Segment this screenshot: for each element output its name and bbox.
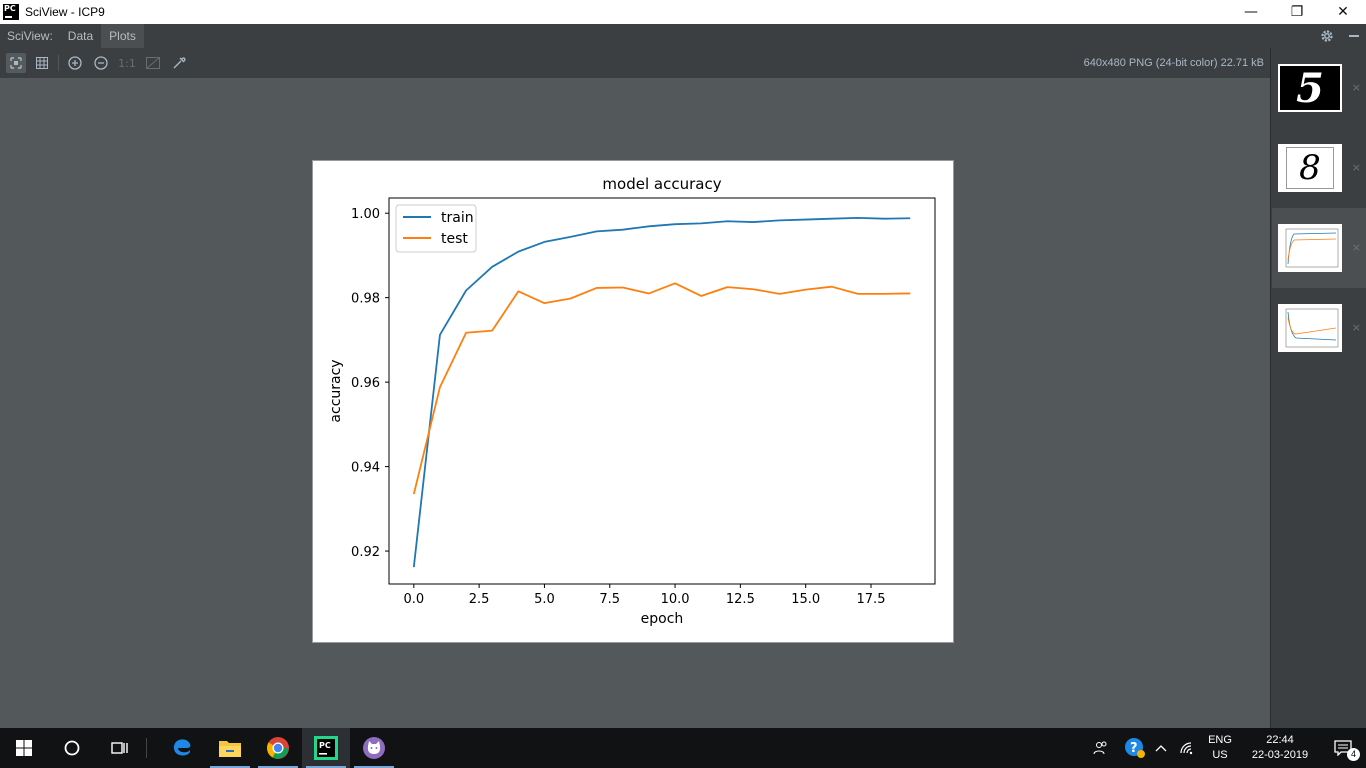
y-tick-label: 0.94: [351, 461, 380, 476]
sciview-menubar: SciView: Data Plots: [0, 24, 1366, 48]
y-tick-label: 0.96: [351, 376, 380, 391]
y-axis-label: accuracy: [328, 359, 344, 422]
thumbnail-digit-8[interactable]: 8 ×: [1272, 128, 1366, 208]
tab-data[interactable]: Data: [67, 29, 94, 43]
chrome-icon: [267, 737, 289, 759]
digit-8-plot-image: 8: [1278, 144, 1342, 192]
svg-text:?: ?: [1130, 741, 1138, 756]
digit-5-glyph: 5: [1296, 64, 1324, 112]
github-desktop-icon: [363, 737, 385, 759]
y-tick-label: 0.98: [351, 292, 380, 307]
clock-time: 22:44: [1266, 734, 1294, 746]
windows-logo-icon: [16, 740, 32, 756]
chart-title: model accuracy: [602, 175, 721, 193]
people-icon[interactable]: [1088, 728, 1114, 768]
system-tray: ? ENG US 22:44 22-03-2019 4: [1088, 728, 1366, 768]
github-desktop-button[interactable]: [350, 728, 398, 768]
help-icon[interactable]: ?: [1122, 728, 1148, 768]
windows-taskbar: PC ? ENG US 22:44 22-03-2019: [0, 728, 1366, 768]
fit-to-window-icon[interactable]: [6, 53, 26, 73]
plot-axes-frame: [388, 197, 936, 585]
plot-image: 0.0 2.5 5.0 7.5 10.0 12.5 15.0 17.5 0.92 0.94 0.96…: [312, 160, 954, 643]
accuracy-plot-image: [1278, 224, 1342, 272]
start-button[interactable]: [0, 728, 48, 768]
grid-icon[interactable]: [32, 53, 52, 73]
close-thumbnail-icon[interactable]: ×: [1351, 81, 1361, 94]
close-thumbnail-icon[interactable]: ×: [1351, 321, 1361, 334]
notification-count-badge: 4: [1347, 748, 1360, 761]
hide-panel-icon[interactable]: [1348, 30, 1360, 42]
y-tick-label: 1.00: [351, 207, 380, 222]
x-tick-label: 15.0: [791, 592, 820, 607]
chevron-up-icon[interactable]: [1148, 728, 1174, 768]
x-tick-label: 17.5: [857, 592, 886, 607]
series-line-test: [412, 282, 911, 495]
series-line-train: [412, 216, 911, 568]
sciview-label: SciView:: [7, 29, 53, 43]
taskbar-separator: [146, 738, 148, 758]
notification-icon: [1334, 740, 1352, 756]
task-view-button[interactable]: [96, 728, 144, 768]
window-title: SciView - ICP9: [25, 5, 105, 19]
image-toolbar: 1:1 640x480 PNG (24-bit color) 22.71 kB: [0, 48, 1270, 78]
window-controls: — ❐ ✕: [1228, 0, 1366, 24]
file-explorer-button[interactable]: [206, 728, 254, 768]
edge-icon: [173, 739, 191, 756]
action-center-button[interactable]: 4: [1320, 728, 1366, 768]
chrome-button[interactable]: [254, 728, 302, 768]
pycharm-button[interactable]: PC: [302, 728, 350, 768]
close-thumbnail-icon[interactable]: ×: [1351, 161, 1361, 174]
color-picker-icon[interactable]: [169, 53, 189, 73]
actual-size-button[interactable]: 1:1: [118, 56, 136, 70]
network-icon[interactable]: [1174, 728, 1200, 768]
close-thumbnail-icon[interactable]: ×: [1351, 241, 1361, 254]
minimize-button[interactable]: —: [1244, 4, 1258, 20]
thumbnail-loss-plot[interactable]: ×: [1272, 288, 1366, 368]
legend-label-train: train: [441, 210, 474, 226]
digit-8-glyph: 8: [1286, 147, 1334, 189]
x-tick-label: 7.5: [599, 592, 620, 607]
clock-date: 22-03-2019: [1251, 749, 1309, 761]
clock[interactable]: 22:44 22-03-2019: [1240, 733, 1320, 763]
menubar-right-actions: [1320, 24, 1360, 48]
zoom-out-icon[interactable]: [91, 53, 111, 73]
x-tick-label: 10.0: [661, 592, 690, 607]
toolbar-separator: [58, 55, 59, 71]
file-explorer-icon: [219, 741, 241, 757]
image-info: 640x480 PNG (24-bit color) 22.71 kB: [1083, 57, 1264, 69]
thumbnails-panel: 5 × 8 × × ×: [1270, 48, 1366, 728]
x-tick-label: 5.0: [534, 592, 555, 607]
cortana-circle-icon: [64, 740, 80, 756]
background-icon[interactable]: [143, 53, 163, 73]
thumbnail-accuracy-plot[interactable]: ×: [1272, 208, 1366, 288]
search-button[interactable]: [48, 728, 96, 768]
close-button[interactable]: ✕: [1337, 4, 1349, 20]
svg-text:PC: PC: [319, 741, 331, 750]
zoom-in-icon[interactable]: [65, 53, 85, 73]
edge-button[interactable]: [158, 728, 206, 768]
x-tick-label: 0.0: [403, 592, 424, 607]
tab-plots[interactable]: Plots: [101, 24, 144, 48]
language-code: ENG: [1208, 734, 1232, 746]
pycharm-logo-icon: PC: [3, 4, 19, 20]
x-axis-label: epoch: [641, 611, 684, 627]
restore-button[interactable]: ❐: [1290, 4, 1304, 20]
task-view-icon: [111, 742, 128, 754]
thumbnail-digit-5[interactable]: 5 ×: [1272, 48, 1366, 128]
digit-5-image: 5: [1278, 64, 1342, 112]
loss-plot-image: [1278, 304, 1342, 352]
accuracy-chart: 0.0 2.5 5.0 7.5 10.0 12.5 15.0 17.5 0.92 0.94 0.96…: [328, 175, 936, 627]
title-bar: PC SciView - ICP9 — ❐ ✕: [0, 0, 1366, 24]
x-tick-label: 2.5: [469, 592, 490, 607]
y-tick-label: 0.92: [351, 545, 380, 560]
x-tick-label: 12.5: [726, 592, 755, 607]
legend-label-test: test: [441, 231, 468, 247]
gear-icon[interactable]: [1320, 29, 1334, 43]
language-indicator[interactable]: ENG US: [1200, 733, 1240, 763]
pycharm-icon: PC: [314, 736, 338, 760]
keyboard-layout: US: [1212, 749, 1228, 761]
